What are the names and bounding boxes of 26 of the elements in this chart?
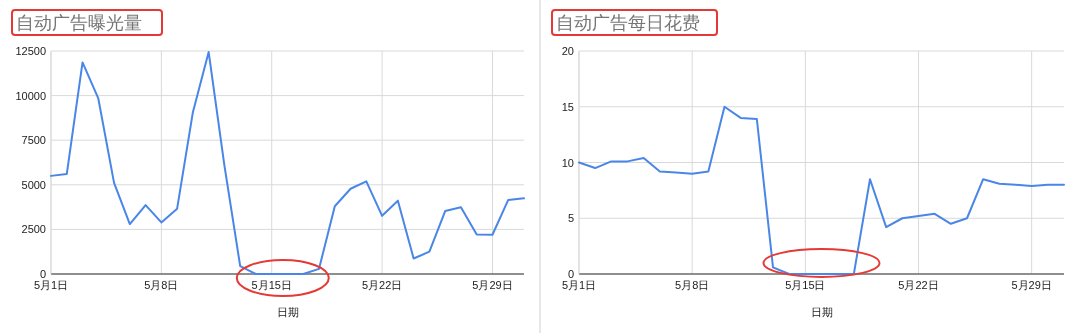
x-axis-title: 日期 — [276, 306, 299, 318]
y-tick-label: 7500 — [21, 134, 46, 147]
x-tick-label: 5月15日 — [251, 279, 292, 291]
y-tick-label: 5 — [567, 212, 574, 225]
x-axis-title: 日期 — [810, 306, 833, 318]
y-tick-label: 5000 — [21, 178, 46, 191]
y-tick-label: 2500 — [21, 223, 46, 236]
y-tick-label: 15 — [561, 100, 574, 113]
y-tick-label: 20 — [561, 45, 574, 57]
x-tick-label: 5月29日 — [1011, 279, 1052, 291]
x-tick-label: 5月22日 — [361, 279, 403, 291]
x-tick-label: 5月22日 — [898, 279, 939, 291]
y-tick-label: 10000 — [15, 89, 46, 102]
x-tick-label: 5月15日 — [785, 279, 826, 291]
y-tick-label: 0 — [39, 268, 46, 280]
y-tick-label: 12500 — [15, 45, 46, 57]
y-tick-label: 0 — [567, 268, 574, 280]
chart-title: 自动广告曝光量 — [16, 13, 142, 33]
x-tick-label: 5月8日 — [144, 279, 179, 291]
chart-title: 自动广告每日花费 — [556, 13, 700, 33]
x-tick-label: 5月29日 — [472, 279, 513, 291]
y-tick-label: 10 — [561, 156, 574, 169]
x-tick-label: 5月8日 — [675, 279, 710, 291]
x-tick-label: 5月1日 — [33, 279, 69, 291]
line-series — [50, 51, 525, 275]
x-tick-label: 5月1日 — [561, 279, 597, 291]
